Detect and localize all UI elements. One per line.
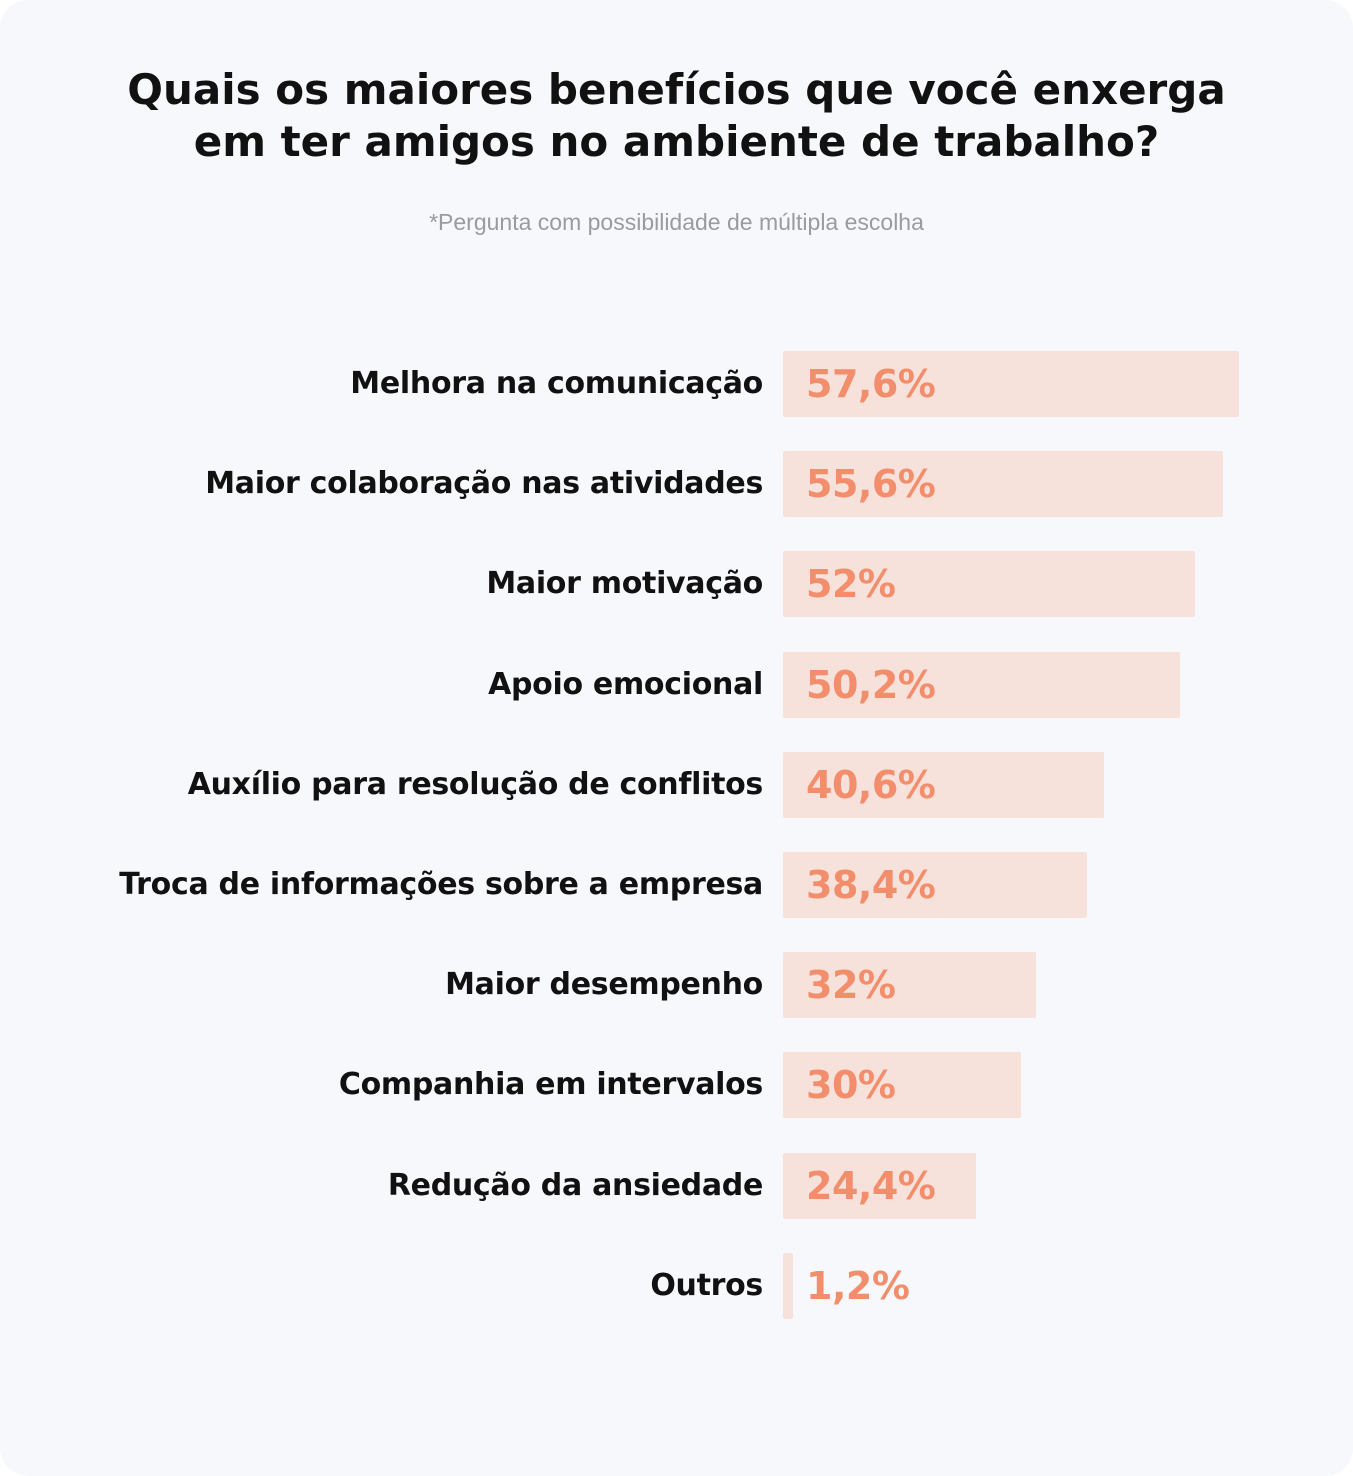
bar-row: Redução da ansiedade 24,4% [0, 1153, 1353, 1219]
bar-row: Outros 1,2% [0, 1253, 1353, 1319]
bar [783, 952, 1037, 1018]
category-label: Maior motivação [486, 566, 763, 601]
chart-title-line-1: Quais os maiores benefícios que você enx… [127, 65, 1226, 114]
bar-row: Maior colaboração nas atividades 55,6% [0, 451, 1353, 517]
value-label: 1,2% [806, 1264, 910, 1308]
chart-subtitle: *Pergunta com possibilidade de múltipla … [429, 209, 924, 235]
bar-row: Companhia em intervalos 30% [0, 1052, 1353, 1118]
value-label: 50,2% [806, 663, 936, 707]
value-label: 38,4% [806, 863, 936, 907]
bar-row: Maior motivação 52% [0, 551, 1353, 617]
value-label: 52% [806, 562, 896, 606]
chart-title: Quais os maiores benefícios que você enx… [0, 64, 1353, 168]
bar-row: Troca de informações sobre a empresa 38,4… [0, 852, 1353, 918]
category-label: Melhora na comunicação [350, 366, 763, 401]
value-label: 24,4% [806, 1164, 936, 1208]
value-label: 57,6% [806, 362, 936, 406]
value-label: 30% [806, 1063, 896, 1107]
bar [783, 351, 1239, 417]
bar [783, 451, 1224, 517]
bar-row: Apoio emocional 50,2% [0, 652, 1353, 718]
category-label: Maior desempenho [445, 967, 763, 1002]
value-label: 55,6% [806, 462, 936, 506]
bar [783, 652, 1181, 718]
bar-row: Melhora na comunicação 57,6% [0, 351, 1353, 417]
bar-row: Auxílio para resolução de conflitos 40,6% [0, 752, 1353, 818]
category-label: Maior colaboração nas atividades [205, 466, 763, 501]
bar [783, 852, 1087, 918]
category-label: Troca de informações sobre a empresa [119, 867, 763, 902]
category-label: Apoio emocional [488, 667, 763, 702]
bar-row: Maior desempenho 32% [0, 952, 1353, 1018]
bar [783, 1052, 1021, 1118]
value-label: 32% [806, 963, 896, 1007]
bar [783, 1253, 793, 1319]
bar [783, 551, 1195, 617]
category-label: Companhia em intervalos [338, 1067, 763, 1102]
value-label: 40,6% [806, 763, 936, 807]
category-label: Redução da ansiedade [387, 1168, 763, 1203]
bar [783, 1153, 977, 1219]
chart-title-line-2: em ter amigos no ambiente de trabalho? [193, 117, 1160, 166]
category-label: Auxílio para resolução de conflitos [187, 767, 764, 802]
bar [783, 752, 1105, 818]
category-label: Outros [650, 1268, 763, 1303]
